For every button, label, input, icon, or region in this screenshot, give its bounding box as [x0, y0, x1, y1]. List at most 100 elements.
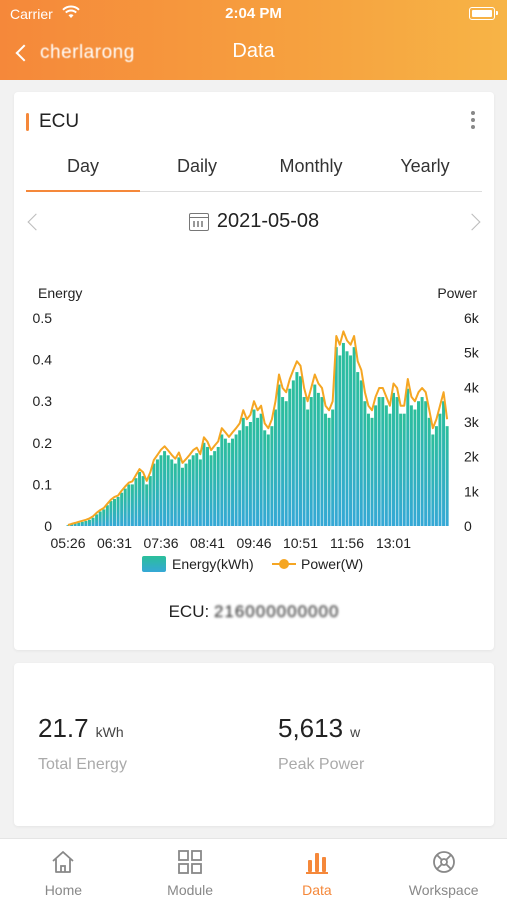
nav-home[interactable]: Home [0, 839, 127, 900]
energy-bar [316, 392, 320, 526]
energy-power-chart: Energy Power 0 0.1 0.2 0.3 0.4 0.5 0 1k 2k 3k 4k 5k 6k… [33, 285, 480, 572]
energy-bar [406, 388, 410, 526]
energy-bar [112, 498, 116, 526]
tab-yearly[interactable]: Yearly [400, 156, 450, 176]
back-button[interactable]: cherlarong [15, 40, 135, 66]
peak-power-stat: 5,613 w Peak Power [278, 713, 364, 774]
legend-energy-label: Energy(kWh) [172, 556, 254, 572]
energy-bar [109, 501, 113, 526]
selected-date: 2021-05-08 [216, 210, 320, 232]
energy-bar [198, 459, 202, 526]
energy-bar [213, 451, 217, 526]
y-tick-left: 0.3 [33, 393, 53, 409]
more-vertical-icon[interactable] [470, 109, 476, 131]
app-header: Carrier 2:04 PM cherlarong Data [0, 0, 507, 80]
energy-bar [417, 401, 421, 526]
nav-module-label: Module [167, 882, 214, 898]
energy-bar [363, 401, 367, 526]
energy-bar [173, 463, 177, 526]
energy-bar [209, 455, 213, 526]
date-selector: 2021-05-08 [14, 208, 494, 238]
total-energy-stat: 21.7 kWh Total Energy [38, 713, 127, 774]
energy-bar [384, 405, 388, 526]
energy-bar [431, 434, 435, 526]
energy-bar [116, 496, 120, 526]
energy-bar [256, 417, 260, 526]
total-energy-label: Total Energy [38, 756, 127, 773]
legend-power-label: Power(W) [301, 556, 363, 572]
tab-day[interactable]: Day [26, 148, 140, 192]
total-energy-unit: kWh [95, 724, 124, 740]
energy-bar [84, 521, 88, 526]
energy-bar [145, 484, 149, 526]
energy-bar [434, 426, 438, 526]
energy-bar [374, 405, 378, 526]
legend-energy-swatch [142, 556, 166, 572]
energy-bar [277, 384, 281, 526]
page-title: Data [232, 40, 275, 62]
energy-bar [105, 505, 109, 526]
energy-bar [238, 430, 242, 526]
home-icon [52, 851, 74, 873]
energy-bar [227, 442, 231, 526]
energy-bar [134, 478, 138, 526]
energy-bar [95, 514, 99, 526]
energy-bar [281, 397, 285, 526]
y-tick-right: 5k [464, 345, 480, 361]
x-tick-label: 10:51 [283, 535, 318, 551]
energy-bar [248, 422, 252, 526]
energy-bar [123, 488, 127, 526]
y-tick-left: 0.1 [33, 476, 53, 492]
peak-power-value: 5,613 [278, 713, 344, 743]
energy-bar [259, 413, 263, 526]
x-tick-label: 08:41 [190, 535, 225, 551]
energy-bar [302, 397, 306, 526]
nav-module[interactable]: Module [127, 839, 254, 900]
y-tick-right: 1k [464, 483, 480, 499]
x-tick-label: 13:01 [376, 535, 411, 551]
nav-data[interactable]: Data [254, 839, 381, 900]
tab-daily[interactable]: Daily [176, 156, 217, 176]
date-picker[interactable]: 2021-05-08 [14, 210, 494, 233]
energy-bar [424, 401, 428, 526]
energy-bar [266, 434, 270, 526]
section-header: ECU [26, 111, 79, 132]
energy-bar [338, 355, 342, 526]
energy-bar [127, 484, 131, 526]
energy-bar [159, 455, 163, 526]
energy-bar [163, 451, 167, 526]
summary-card: 21.7 kWh Total Energy 5,613 w Peak Power [14, 663, 494, 826]
nav-workspace[interactable]: Workspace [380, 839, 507, 900]
energy-bar [427, 417, 431, 526]
nav-workspace-label: Workspace [408, 882, 479, 898]
energy-bar [370, 417, 374, 526]
energy-bar [241, 417, 245, 526]
y-tick-left: 0.4 [33, 352, 53, 368]
energy-bar [220, 434, 224, 526]
energy-bar [349, 355, 353, 526]
y-tick-right: 6k [464, 310, 480, 326]
energy-bar [205, 446, 209, 526]
energy-bar [223, 438, 227, 526]
energy-bar [77, 522, 81, 526]
y-axis-label-right: Power [437, 285, 477, 301]
energy-bar [66, 525, 70, 526]
wifi-icon [62, 5, 80, 18]
energy-bar [381, 397, 385, 526]
nav-home-label: Home [44, 882, 83, 898]
energy-bar [231, 438, 235, 526]
energy-bar [366, 413, 370, 526]
energy-bar [152, 463, 156, 526]
carrier-label: Carrier [10, 6, 53, 22]
energy-bar [413, 409, 417, 526]
energy-bar [141, 476, 145, 526]
energy-bar [170, 459, 174, 526]
tab-monthly[interactable]: Monthly [279, 156, 343, 176]
energy-bar [341, 342, 345, 526]
status-bar: Carrier 2:04 PM [0, 0, 507, 28]
energy-bar [120, 492, 124, 526]
energy-bar [138, 471, 142, 526]
energy-bar [291, 380, 295, 526]
energy-bar [298, 376, 302, 526]
energy-bar [445, 426, 449, 526]
